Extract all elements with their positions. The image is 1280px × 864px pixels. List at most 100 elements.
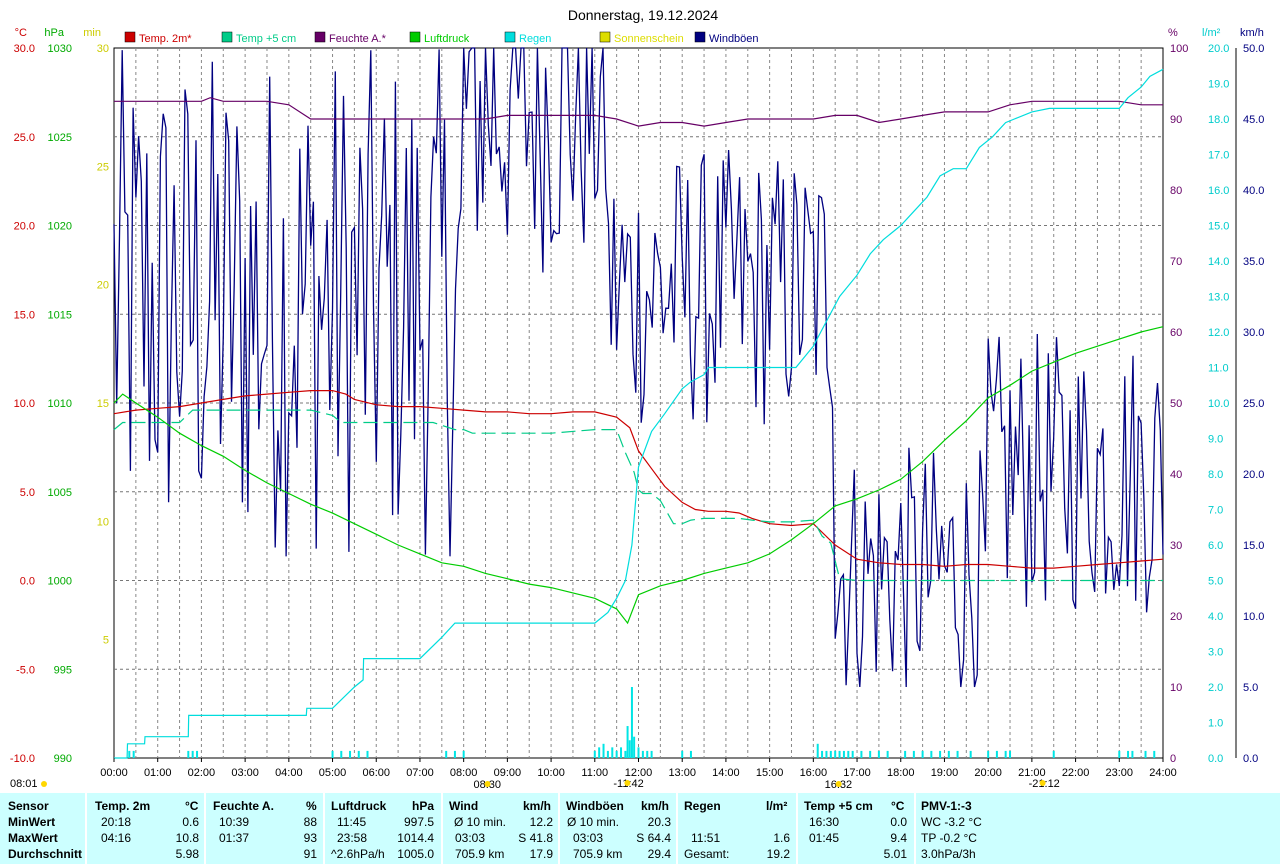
rain-bar [847,750,850,758]
pressure-tick: 990 [54,753,72,765]
x-tick-label: 03:00 [231,767,259,779]
pmv-wc: WC -3.2 °C [921,815,982,829]
sun-icon [835,781,842,787]
min-temp2m-time: 20:18 [101,815,132,829]
min-gust-label: Ø 10 min. [567,815,620,829]
min-temp5cm-time: 16:30 [809,815,840,829]
x-tick-label: 15:00 [756,767,784,779]
avg-pressure-value: 1005.0 [397,847,434,861]
x-tick-label: 20:00 [974,767,1002,779]
rain-bar [838,750,841,758]
rain-bar [921,750,924,758]
pressure-unit: hPa [44,27,64,39]
rain-tick: 0.0 [1208,753,1223,765]
x-tick-label: 21:00 [1018,767,1046,779]
humidity-tick: 10 [1170,682,1182,694]
rain-bar [132,750,135,758]
min-wind-value: 12.2 [529,815,553,829]
rain-tick: 14.0 [1208,256,1229,268]
humidity-tick: 50 [1170,398,1182,410]
rain-bar [602,743,605,758]
rain-bar [196,750,199,758]
legend-swatch [314,31,326,43]
wind-tick: 5.0 [1243,682,1258,694]
legend-swatch [124,31,136,43]
rain-bar [187,750,190,758]
rain-tick: 8.0 [1208,469,1223,481]
rain-tick: 18.0 [1208,114,1229,126]
legend-label: Windböen [709,33,759,45]
rain-bar [349,750,352,758]
avg-gust-value: 29.4 [647,847,671,861]
x-tick-label: 05:00 [319,767,347,779]
temp-tick: -5.0 [16,664,35,676]
rain-bar [366,750,369,758]
unit-gusts: km/h [641,799,670,813]
rain-bar [956,750,959,758]
header-temp5cm: Temp +5 cm [804,799,873,813]
rain-tick: 7.0 [1208,505,1223,517]
rain-bar [816,743,819,758]
wind-gust-series [113,47,1164,688]
header-temp2m: Temp. 2m [95,799,151,813]
max-temp5cm-time: 01:45 [809,831,840,845]
header-humidity: Feuchte A. [213,799,274,813]
rain-bars [128,687,1156,758]
sun-markers: 08:0108:30-11:4216:32-21:12 [10,778,1060,791]
rain-bar [821,750,824,758]
wind-tick: 0.0 [1243,753,1258,765]
wind-tick: 15.0 [1243,540,1264,552]
grid [113,47,1164,759]
wind-tick: 10.0 [1243,611,1264,623]
min-gust-value: 20.3 [647,815,671,829]
max-wind-value: S 41.8 [518,831,553,845]
rain-bar [598,747,601,758]
rain-bar [611,747,614,758]
rain-bar [877,750,880,758]
temp-tick: -10.0 [10,753,35,765]
rain-bar [1127,750,1130,758]
rain-bar [633,736,636,758]
sun-icon [624,780,631,786]
unit-pressure: hPa [412,799,435,813]
pressure-tick: 1005 [48,487,72,499]
avg-temp5cm-value: 5.01 [883,847,907,861]
unit-wind: km/h [523,799,552,813]
humidity-tick: 0 [1170,753,1176,765]
humidity-tick: 80 [1170,185,1182,197]
x-tick-label: 09:00 [494,767,522,779]
max-humidity-value: 93 [303,831,317,845]
x-tick-label: 17:00 [843,767,871,779]
wind-tick: 40.0 [1243,185,1264,197]
rain-bar [842,750,845,758]
sunshine-tick: 5 [103,635,109,647]
rain-tick: 16.0 [1208,185,1229,197]
rain-bar [851,750,854,758]
rain-bar [191,750,194,758]
x-tick-label: 04:00 [275,767,303,779]
max-pressure-value: 1014.4 [397,831,434,845]
temp-tick: 0.0 [20,576,35,588]
rain-bar [860,750,863,758]
pressure-tick: 1000 [48,576,72,588]
x-tick-label: 16:00 [800,767,828,779]
rain-bar [825,750,828,758]
rain-bar [1153,750,1156,758]
rain-bar [462,750,465,758]
rain-tick: 1.0 [1208,718,1223,730]
min-wind-label: Ø 10 min. [454,815,507,829]
x-tick-label: 07:00 [406,767,434,779]
legend-label: Luftdruck [424,33,470,45]
unit-temp2m: °C [185,799,199,813]
weather-chart: Donnerstag, 19.12.2024 °C 30.0 25.0 20.0 15.… [10,7,1265,791]
legend-swatch [221,31,233,43]
x-tick-label: 00:00 [100,767,128,779]
header-wind: Wind [449,799,479,813]
max-wind-time: 03:03 [455,831,486,845]
x-tick-label: 13:00 [668,767,696,779]
rain-bar [969,750,972,758]
sunshine-tick: 20 [97,280,109,292]
sunshine-unit: min [83,27,101,39]
rain-tick: 5.0 [1208,576,1223,588]
rain-bar [628,740,631,758]
